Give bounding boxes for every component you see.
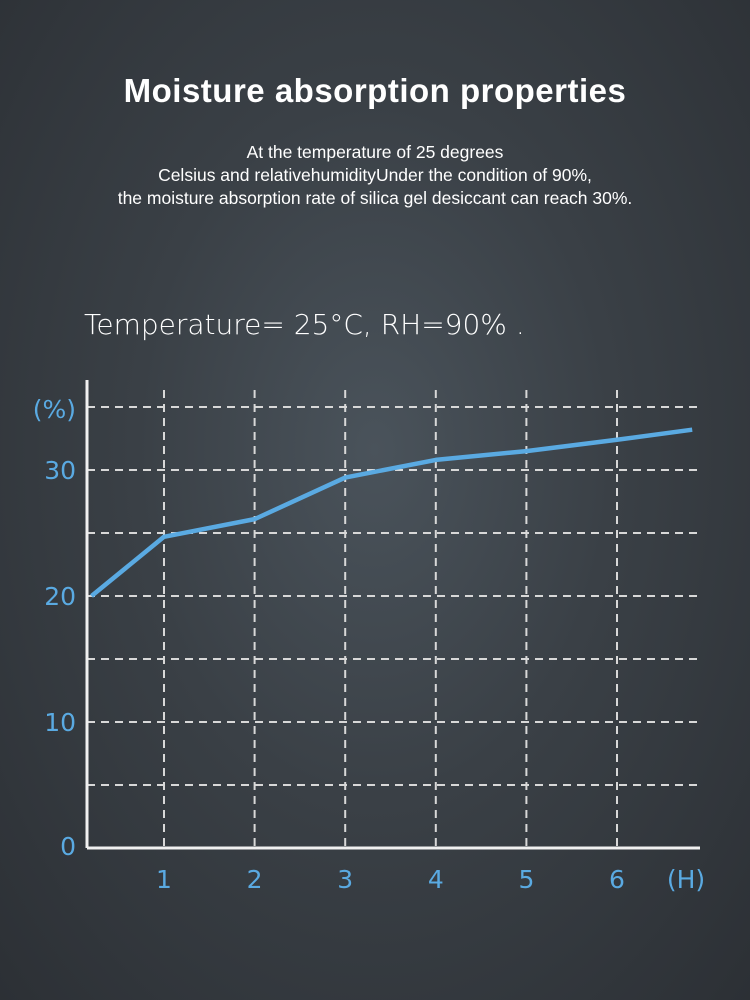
condition-label: Temperature= 25°C, RH=90% .: [84, 308, 525, 341]
x-tick-label: 3: [337, 865, 353, 894]
y-tick-label: 30: [44, 456, 76, 485]
page-title: Moisture absorption properties: [123, 72, 627, 109]
x-tick-label: 2: [247, 865, 263, 894]
subtitle: At the temperature of 25 degrees Celsius…: [0, 141, 750, 210]
x-tick-label: 5: [518, 865, 534, 894]
series-line: [90, 427, 693, 598]
y-axis-label: (%): [33, 395, 76, 424]
x-axis-label: (H): [667, 865, 705, 894]
x-tick-label: 1: [156, 865, 172, 894]
subtitle-line: Celsius and relativehumidityUnder the co…: [158, 165, 592, 185]
y-tick-label: 20: [44, 582, 76, 611]
y-tick-label: 0: [60, 832, 76, 861]
x-tick-label: 4: [428, 865, 444, 894]
y-tick-label: 10: [44, 708, 76, 737]
x-tick-label: 6: [609, 865, 625, 894]
subtitle-line: At the temperature of 25 degrees: [246, 142, 504, 162]
subtitle-line: the moisture absorption rate of silica g…: [117, 188, 633, 208]
